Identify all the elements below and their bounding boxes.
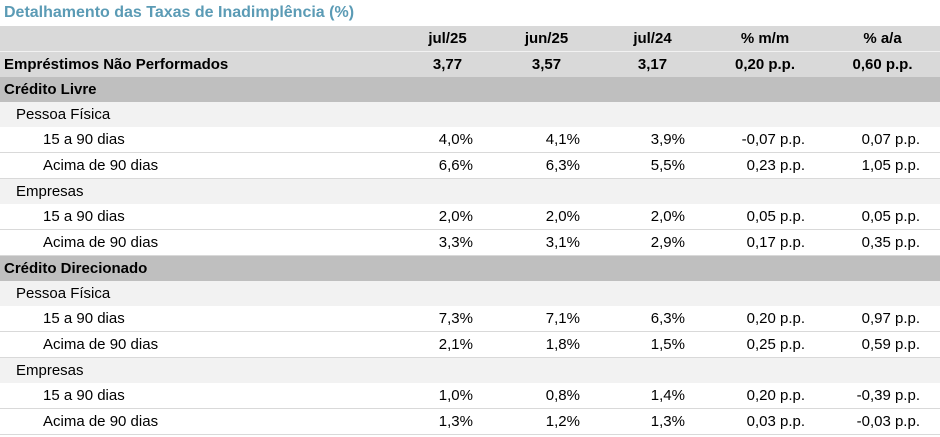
total-label: Empréstimos Não Performados [0,51,402,77]
table-row: 15 a 90 dias 4,0% 4,1% 3,9% -0,07 p.p. 0,07 p… [0,127,940,153]
row-value: 6,3% [600,306,705,332]
row-value: 0,8% [493,383,600,409]
group-label: Empresas [0,178,940,204]
table-row: Acima de 90 dias 2,1% 1,8% 1,5% 0,25 p.p. 0,5… [0,331,940,358]
table-row: Acima de 90 dias 6,6% 6,3% 5,5% 0,23 p.p. 1,0… [0,152,940,179]
group-label: Empresas [0,357,940,383]
section-label: Crédito Direcionado [0,255,940,281]
table-row: 15 a 90 dias 7,3% 7,1% 6,3% 0,20 p.p. 0,97 p.… [0,306,940,332]
total-value: 0,20 p.p. [705,51,825,77]
row-value: 5,5% [600,152,705,179]
row-label: 15 a 90 dias [0,204,402,230]
row-value: 7,3% [402,306,493,332]
group-row: Pessoa Física [0,102,940,127]
header-blank [0,26,402,52]
row-label: Acima de 90 dias [0,408,402,435]
table-row: 15 a 90 dias 2,0% 2,0% 2,0% 0,05 p.p. 0,05 p.… [0,204,940,230]
row-value: 1,05 p.p. [825,152,940,179]
row-value: 1,4% [600,383,705,409]
row-value: 0,35 p.p. [825,229,940,256]
row-value: 2,0% [402,204,493,230]
row-value: 1,5% [600,331,705,358]
delinquency-table: jul/25 jun/25 jul/24 % m/m % a/a Emprést… [0,26,940,435]
group-row: Pessoa Física [0,281,940,306]
row-value: -0,39 p.p. [825,383,940,409]
row-value: 0,17 p.p. [705,229,825,256]
row-value: 2,9% [600,229,705,256]
row-value: 0,07 p.p. [825,127,940,153]
row-label: 15 a 90 dias [0,306,402,332]
row-value: -0,07 p.p. [705,127,825,153]
row-value: 1,2% [493,408,600,435]
group-row: Empresas [0,178,940,204]
total-value: 3,77 [402,51,493,77]
column-header: % m/m [705,26,825,52]
row-value: 0,05 p.p. [705,204,825,230]
row-value: 2,1% [402,331,493,358]
row-value: 0,05 p.p. [825,204,940,230]
table-row: 15 a 90 dias 1,0% 0,8% 1,4% 0,20 p.p. -0,39 p… [0,383,940,409]
group-label: Pessoa Física [0,102,940,127]
row-value: 3,3% [402,229,493,256]
column-header: jul/25 [402,26,493,52]
total-row: Empréstimos Não Performados 3,77 3,57 3,… [0,51,940,77]
row-value: 0,59 p.p. [825,331,940,358]
row-value: 1,3% [402,408,493,435]
row-label: Acima de 90 dias [0,229,402,256]
total-value: 3,57 [493,51,600,77]
section-row: Crédito Livre [0,77,940,102]
header-row: jul/25 jun/25 jul/24 % m/m % a/a [0,26,940,52]
group-label: Pessoa Física [0,281,940,306]
row-value: 7,1% [493,306,600,332]
row-value: -0,03 p.p. [825,408,940,435]
row-label: Acima de 90 dias [0,331,402,358]
row-value: 1,0% [402,383,493,409]
row-value: 6,3% [493,152,600,179]
table-title: Detalhamento das Taxas de Inadimplência … [4,4,355,21]
table-row: Acima de 90 dias 3,3% 3,1% 2,9% 0,17 p.p. 0,3… [0,229,940,256]
row-value: 0,20 p.p. [705,306,825,332]
row-value: 2,0% [493,204,600,230]
section-row: Crédito Direcionado [0,255,940,281]
section-label: Crédito Livre [0,77,940,102]
row-value: 0,97 p.p. [825,306,940,332]
row-value: 0,03 p.p. [705,408,825,435]
row-value: 6,6% [402,152,493,179]
row-value: 3,1% [493,229,600,256]
column-header: % a/a [825,26,940,52]
row-value: 0,25 p.p. [705,331,825,358]
row-value: 2,0% [600,204,705,230]
row-value: 0,23 p.p. [705,152,825,179]
table-row: Acima de 90 dias 1,3% 1,2% 1,3% 0,03 p.p. -0,… [0,408,940,435]
row-label: Acima de 90 dias [0,152,402,179]
row-label: 15 a 90 dias [0,127,402,153]
column-header: jun/25 [493,26,600,52]
group-row: Empresas [0,357,940,383]
row-value: 4,1% [493,127,600,153]
row-value: 1,3% [600,408,705,435]
row-value: 1,8% [493,331,600,358]
row-value: 4,0% [402,127,493,153]
total-value: 0,60 p.p. [825,51,940,77]
row-value: 0,20 p.p. [705,383,825,409]
row-value: 3,9% [600,127,705,153]
total-value: 3,17 [600,51,705,77]
row-label: 15 a 90 dias [0,383,402,409]
column-header: jul/24 [600,26,705,52]
table-body: jul/25 jun/25 jul/24 % m/m % a/a Emprést… [0,26,940,435]
